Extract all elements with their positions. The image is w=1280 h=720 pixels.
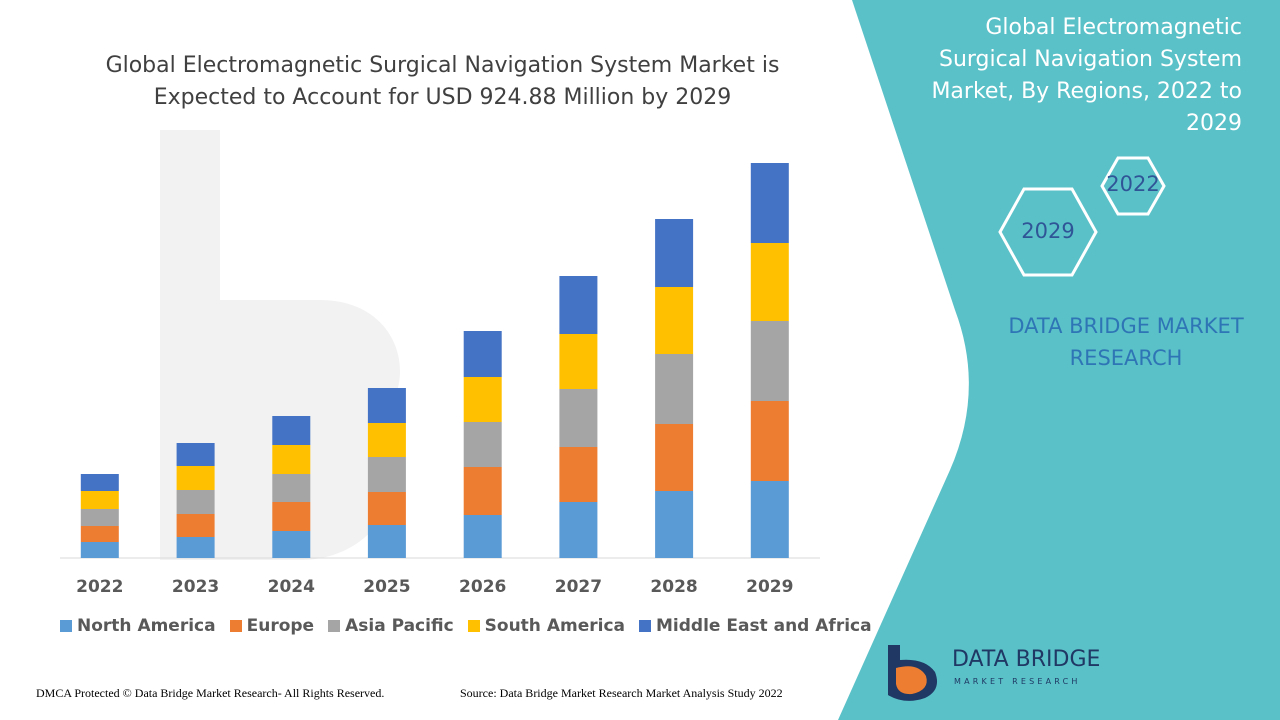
bar-2025-series-2 (367, 457, 406, 492)
logo-name: DATA BRIDGE (952, 647, 1101, 672)
legend-label: Europe (246, 616, 315, 636)
legend-item-middle-east-africa: Middle East and Africa (639, 616, 872, 636)
legend-swatch (229, 620, 242, 632)
legend-swatch (60, 620, 72, 632)
bar-2023-series-2 (176, 490, 215, 514)
bar-2029-series-2 (750, 321, 789, 401)
hexagon-2029-label: 2029 (1021, 219, 1075, 243)
bar-2028-series-4 (655, 219, 694, 287)
bar-2028-series-0 (655, 491, 694, 558)
bar-2027-series-0 (559, 502, 598, 558)
bar-2029-series-3 (750, 243, 789, 321)
bar-2026-series-1 (463, 467, 502, 515)
hexagon-2022-label: 2022 (1106, 172, 1160, 196)
brand-text: DATA BRIDGE MARKET RESEARCH (1008, 314, 1244, 370)
bar-2028-series-2 (655, 354, 694, 424)
bar-2022-series-3 (80, 491, 119, 509)
legend-swatch (639, 620, 651, 632)
x-tick-labels: 2022 2023 2024 2025 2026 2027 2028 2029 (76, 577, 793, 597)
bar-2026-series-4 (463, 331, 502, 377)
hexagon-2022 (1100, 156, 1166, 216)
bar-2022-series-2 (80, 509, 119, 526)
bar-2029-series-1 (750, 401, 789, 481)
x-tick-label: 2028 (650, 577, 697, 597)
bar-2027-series-1 (559, 447, 598, 502)
legend-swatch (328, 620, 341, 632)
bar-2025-series-4 (367, 388, 406, 423)
bar-2024-series-0 (272, 531, 311, 558)
legend-item-north-america: North America (60, 616, 216, 636)
bar-2027-series-4 (559, 276, 598, 334)
legend-swatch (467, 620, 480, 632)
bar-2026-series-3 (463, 377, 502, 422)
bar-2022-series-1 (80, 526, 119, 542)
logo-tagline: MARKET RESEARCH (954, 677, 1081, 686)
bar-2025-series-3 (367, 423, 406, 457)
bar-2027-series-3 (559, 334, 598, 389)
bar-2026-series-0 (463, 515, 502, 558)
footer-copyright: DMCA Protected © Data Bridge Market Rese… (36, 686, 385, 700)
x-tick-label: 2022 (76, 577, 123, 597)
bar-2027-series-2 (559, 389, 598, 447)
bar-2022-series-4 (80, 474, 119, 491)
legend-item-south-america: South America (467, 616, 625, 636)
bars-group (80, 163, 789, 558)
legend-label: Middle East and Africa (656, 616, 872, 636)
bar-2029-series-4 (750, 163, 789, 243)
side-panel-title: Global Electromagnetic Surgical Navigati… (931, 15, 1242, 136)
bar-2024-series-2 (272, 474, 311, 502)
x-tick-label: 2026 (459, 577, 506, 597)
chart-title: Global Electromagnetic Surgical Navigati… (105, 53, 780, 110)
hexagon-2029 (998, 187, 1098, 277)
bar-2024-series-1 (272, 502, 311, 531)
x-tick-label: 2025 (363, 577, 410, 597)
bar-2026-series-2 (463, 422, 502, 467)
bar-2028-series-3 (655, 287, 694, 354)
bar-2025-series-1 (367, 492, 406, 525)
bar-2025-series-0 (367, 525, 406, 558)
bar-2024-series-4 (272, 416, 311, 445)
bar-2023-series-4 (176, 443, 215, 466)
side-panel (838, 0, 1280, 720)
x-tick-label: 2023 (172, 577, 219, 597)
x-tick-label: 2027 (555, 577, 602, 597)
bar-2024-series-3 (272, 445, 311, 474)
legend-label: North America (77, 616, 216, 636)
legend-item-europe: Europe (229, 616, 315, 636)
bar-2023-series-0 (176, 537, 215, 558)
bar-2023-series-1 (176, 514, 215, 537)
legend-label: Asia Pacific (345, 616, 454, 636)
legend-item-asia-pacific: Asia Pacific (328, 616, 454, 636)
bar-2029-series-0 (750, 481, 789, 558)
x-tick-label: 2029 (746, 577, 793, 597)
footer-source: Source: Data Bridge Market Research Mark… (460, 686, 783, 700)
logo-icon (888, 645, 938, 701)
chart-legend: North America Europe Asia Pacific South … (60, 616, 872, 636)
bar-2028-series-1 (655, 424, 694, 491)
x-tick-label: 2024 (268, 577, 315, 597)
bar-2023-series-3 (176, 466, 215, 490)
bar-2022-series-0 (80, 542, 119, 558)
watermark (160, 130, 400, 560)
legend-label: South America (484, 616, 625, 636)
